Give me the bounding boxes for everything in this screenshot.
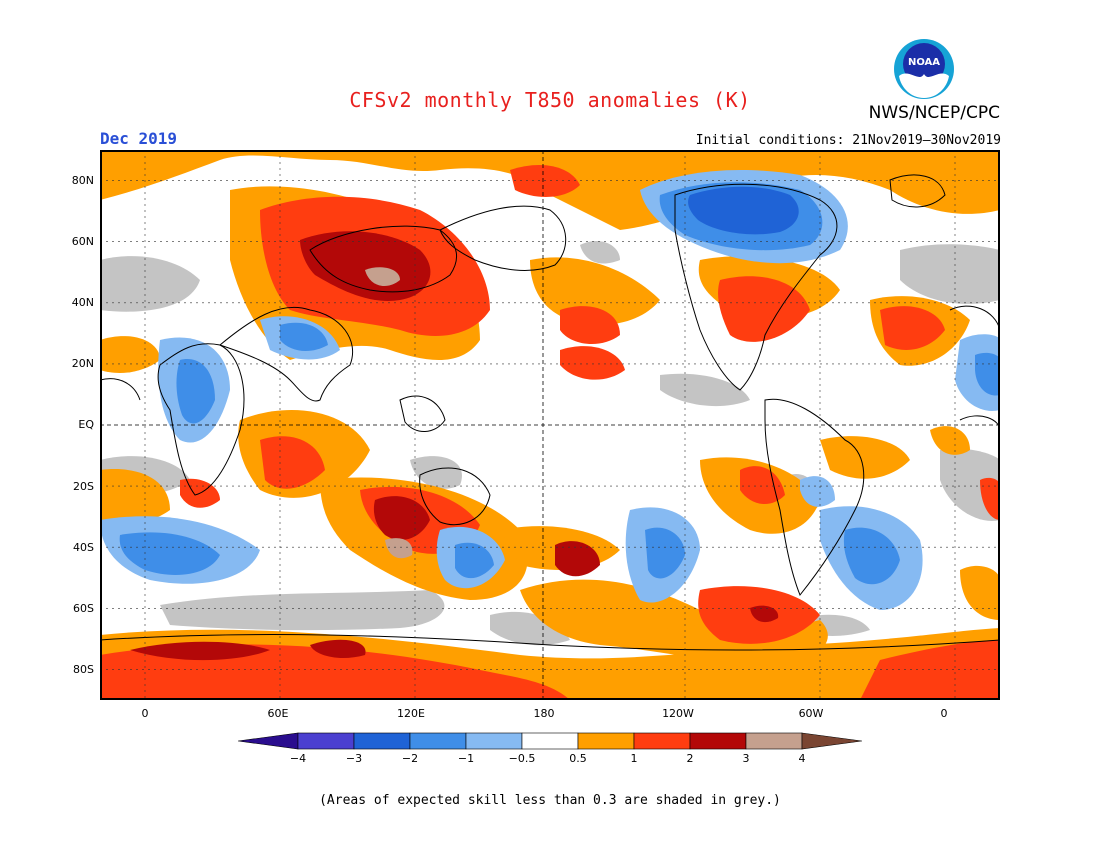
agency-label: NWS/NCEP/CPC: [868, 103, 1000, 123]
colorbar-label-neg4: −4: [289, 752, 307, 765]
colorbar-arrow-low: [238, 732, 299, 750]
noaa-logo-icon: NOAA: [894, 39, 954, 99]
colorbar-label-3: 3: [742, 752, 750, 765]
colorbar-seg-5: [521, 732, 579, 750]
colorbar-label-2: 2: [686, 752, 694, 765]
lat-label-20n: 20N: [71, 357, 94, 370]
logo-text: NOAA: [908, 57, 940, 68]
coastlines: [100, 174, 1000, 651]
map-border: [100, 150, 1000, 700]
colorbar-label-0-5: 0.5: [569, 752, 587, 765]
lat-label-60n: 60N: [71, 235, 94, 248]
lat-label-60s: 60S: [73, 602, 94, 615]
colorbar-seg-1: [297, 732, 355, 750]
lat-label-20s: 20S: [73, 480, 94, 493]
colorbar-seg-9: [745, 732, 803, 750]
lon-label-120w: 120W: [662, 707, 694, 720]
lat-label-80s: 80S: [73, 663, 94, 676]
cold-anomaly-2K: [688, 186, 799, 235]
skill-footnote: (Areas of expected skill less than 0.3 a…: [319, 793, 781, 808]
lon-label-0: 0: [141, 707, 149, 720]
initial-conditions: Initial conditions: 21Nov2019–30Nov2019: [695, 133, 1001, 148]
colorbar-arrow-high: [801, 732, 862, 750]
lat-lon-grid: [100, 150, 1000, 700]
colorbar-seg-8: [689, 732, 747, 750]
anomaly-map: [100, 150, 1000, 700]
antarctic-warm-band: [100, 628, 1000, 700]
colorbar-label-neg2: −2: [401, 752, 419, 765]
warm-anomaly-3K: [300, 231, 779, 623]
colorbar-seg-7: [633, 732, 691, 750]
colorbar-label-neg1: −1: [457, 752, 475, 765]
lat-label-80n: 80N: [71, 174, 94, 187]
colorbar-seg-3: [409, 732, 467, 750]
colorbar-label-neg0-5: −0.5: [508, 752, 536, 765]
colorbar-label-neg3: −3: [345, 752, 363, 765]
map-title: CFSv2 monthly T850 anomalies (K): [349, 88, 751, 112]
lat-label-eq: EQ: [78, 418, 94, 431]
colorbar-label-1: 1: [630, 752, 638, 765]
forecast-period: Dec 2019: [100, 129, 178, 148]
lon-label-0-right: 0: [940, 707, 948, 720]
colorbar: [238, 732, 862, 750]
colorbar-seg-6: [577, 732, 635, 750]
lon-label-60w: 60W: [798, 707, 824, 720]
warm-anomaly-4K: [365, 267, 413, 559]
lon-label-180: 180: [533, 707, 555, 720]
lat-label-40s: 40S: [73, 541, 94, 554]
colorbar-seg-2: [353, 732, 411, 750]
lon-label-120e: 120E: [397, 707, 425, 720]
colorbar-label-4: 4: [798, 752, 806, 765]
colorbar-seg-4: [465, 732, 523, 750]
lon-label-60e: 60E: [267, 707, 289, 720]
lat-label-40n: 40N: [71, 296, 94, 309]
